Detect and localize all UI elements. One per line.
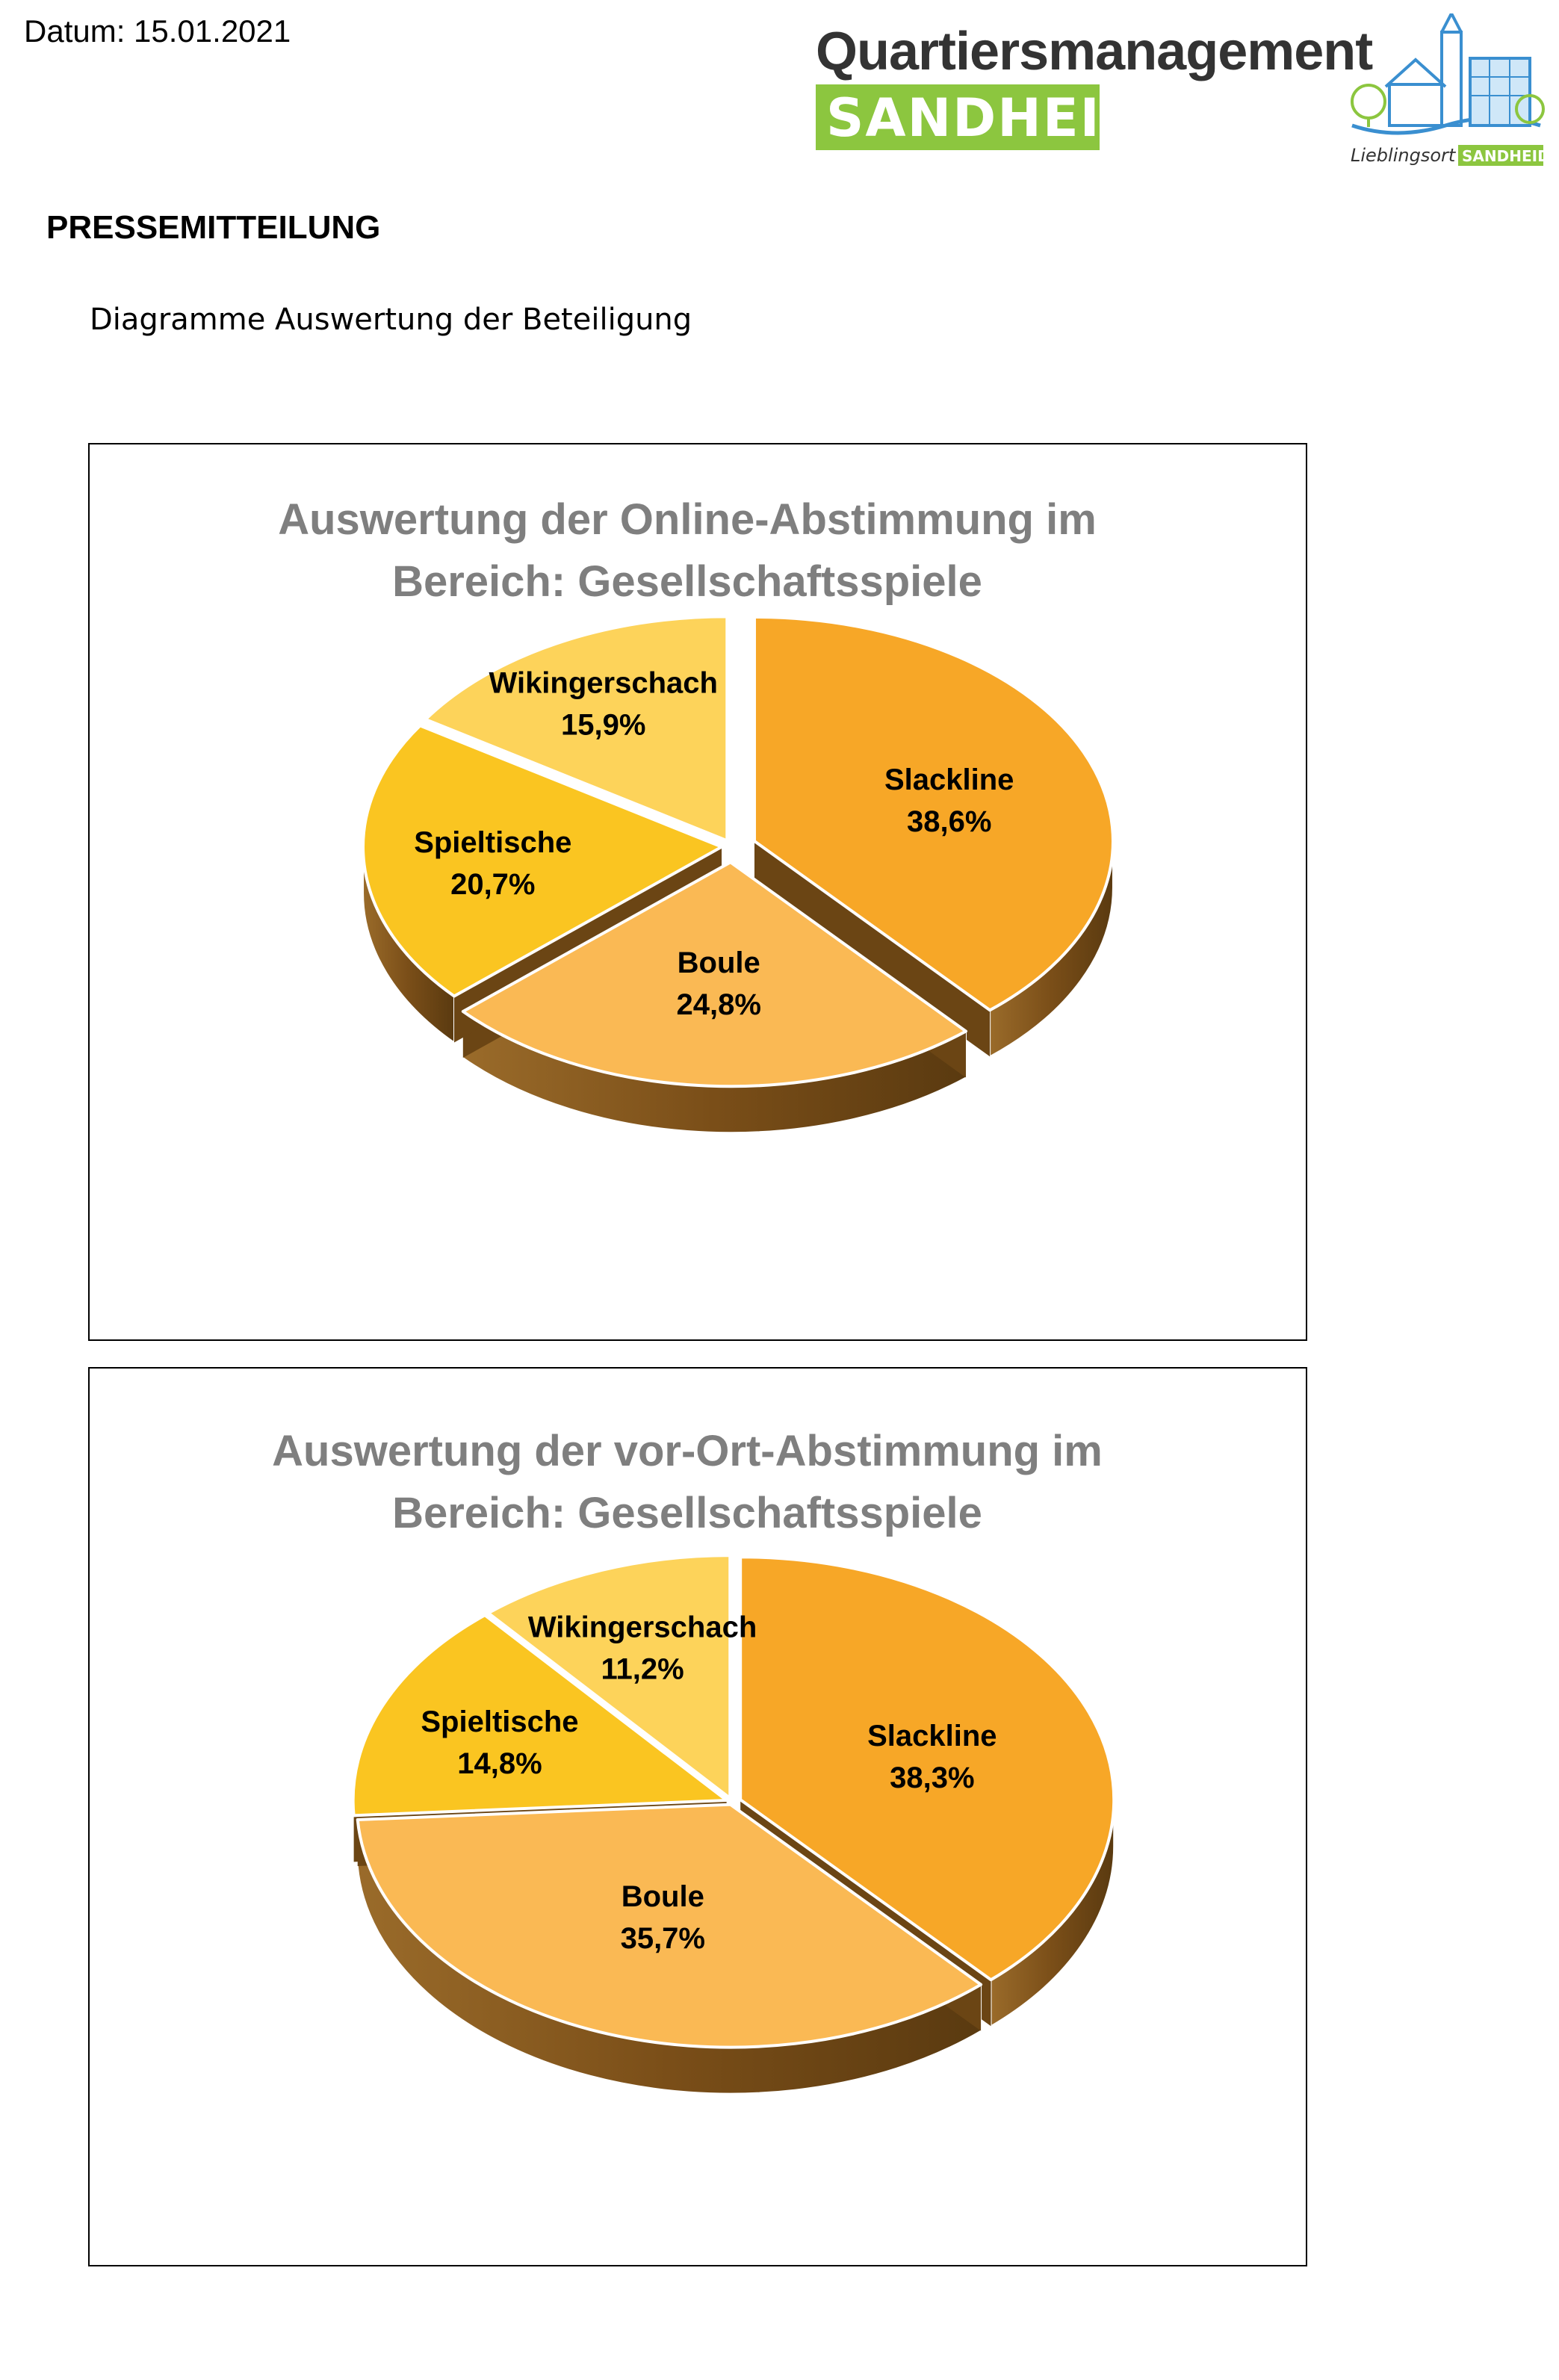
logo-tag-text: Lieblingsort (1351, 145, 1457, 166)
chart-title-line: Auswertung der vor-Ort-Abstimmung im (272, 1427, 1103, 1475)
press-release-heading: PRESSEMITTEILUNG (46, 209, 381, 246)
logo-title: Quartiersmanagement (816, 22, 1373, 81)
slice-value-boule: 35,7% (621, 1922, 705, 1955)
slice-label-slackline: Slackline (884, 763, 1014, 796)
slice-value-spieltische: 14,8% (457, 1747, 542, 1780)
logo-tag-brand: SANDHEIDE (1462, 147, 1546, 165)
pie-chart-svg: Auswertung der vor-Ort-Abstimmung im Bere… (272, 1427, 1116, 2095)
pie-slice-wikingerschach (424, 615, 729, 843)
slice-value-slackline: 38,6% (907, 805, 991, 838)
pie-slice-slackline (739, 1555, 1116, 1982)
slice-label-wikingerschach: Wikingerschach (489, 667, 718, 700)
slice-value-wikingerschach: 11,2% (601, 1653, 684, 1686)
slice-label-slackline: Slackline (867, 1720, 997, 1753)
logo-band-text: SANDHEIDE (826, 87, 1183, 149)
pie-chart-svg: Auswertung der Online-Abstimmung im Berei… (278, 495, 1115, 1134)
pie-slice-wall (754, 840, 991, 1057)
slice-label-boule: Boule (678, 946, 760, 979)
slice-label-spieltische: Spieltische (414, 826, 571, 859)
date-label: Datum: 15.01.2021 (24, 13, 291, 49)
slice-label-wikingerschach: Wikingerschach (528, 1611, 757, 1644)
pie-slice-boule (356, 1803, 983, 2049)
slice-value-spieltische: 20,7% (450, 868, 535, 901)
pie-slice-spieltische (362, 724, 724, 998)
logo-band: SANDHEIDE (816, 84, 1182, 150)
lieblingsort-sandheide-logo-icon: Lieblingsort SANDHEIDE (1351, 13, 1546, 166)
slice-value-slackline: 38,3% (890, 1761, 974, 1794)
slice-label-spieltische: Spieltische (421, 1705, 578, 1738)
pie-slice-slackline (752, 615, 1115, 1012)
on-site-vote-pie-chart: Auswertung der vor-Ort-Abstimmung im Bere… (88, 1367, 1307, 2266)
pie-slice-boule (461, 861, 968, 1088)
chart-title-line: Bereich: Gesellschaftsspiele (392, 557, 982, 606)
slice-value-boule: 24,8% (676, 988, 760, 1021)
slice-label-boule: Boule (622, 1880, 704, 1913)
chart-title-line: Auswertung der Online-Abstimmung im (278, 495, 1097, 544)
page-subtitle: Diagramme Auswertung der Beteiligung (90, 303, 692, 337)
pie-slice-wikingerschach (486, 1554, 732, 1800)
online-vote-pie-chart: Auswertung der Online-Abstimmung im Berei… (88, 443, 1307, 1341)
chart-title-line: Bereich: Gesellschaftsspiele (392, 1489, 982, 1537)
quartiersmanagement-logo: Quartiersmanagement SANDHEIDE Lieblingso… (807, 13, 1546, 170)
pie-slice-spieltische (351, 1614, 728, 1817)
slice-value-wikingerschach: 15,9% (561, 709, 645, 742)
